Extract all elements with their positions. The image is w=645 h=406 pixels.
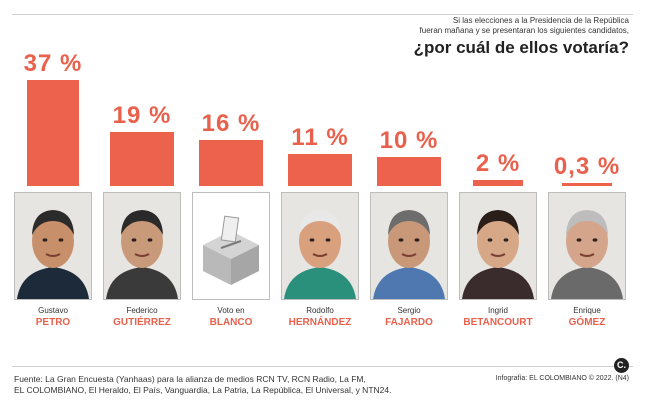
question-title: ¿por cuál de ellos votaría?	[413, 38, 629, 57]
candidate-photo	[281, 192, 359, 300]
candidate-first-name: Ingrid	[487, 306, 508, 315]
candidate-last-name: GÓMEZ	[568, 317, 606, 328]
candidate-first-name: Rodolfo	[306, 306, 334, 315]
candidate-first-name: Enrique	[573, 306, 601, 315]
ballot-box-icon	[192, 192, 270, 300]
candidate-photo	[14, 192, 92, 300]
candidate-last-name: BLANCO	[209, 317, 253, 328]
bar-hernández	[288, 154, 352, 186]
candidate-first-name: Gustavo	[38, 306, 68, 315]
question-intro-line-1: Si las elecciones a la Presidencia de la…	[452, 16, 629, 25]
candidate-last-name: FAJARDO	[385, 317, 433, 328]
candidate-last-name: GUTIÉRREZ	[113, 317, 171, 328]
candidate-photo	[459, 192, 537, 300]
bottom-divider	[12, 366, 633, 367]
top-divider	[12, 14, 633, 15]
source-line-1: Fuente: La Gran Encuesta (Yanhaas) para …	[14, 374, 366, 384]
question-intro-line-2: fueran mañana y se presentaran los sigui…	[419, 26, 629, 35]
bar-gómez	[562, 183, 612, 186]
infographic-credit: Infografía: EL COLOMBIANO © 2022. (N4)	[495, 375, 629, 382]
bar-gutiérrez	[110, 131, 174, 186]
value-label: 0,3 %	[553, 153, 621, 180]
bar-fajardo	[377, 157, 441, 186]
bar-betancourt	[473, 180, 523, 186]
candidate-first-name: Federico	[126, 306, 158, 315]
candidate-first-name: Voto en	[217, 306, 245, 315]
candidate-last-name: PETRO	[35, 317, 71, 328]
bar-petro	[27, 80, 79, 186]
candidate-photo	[370, 192, 448, 300]
value-label: 11 %	[291, 124, 349, 152]
candidate-first-name: Sergio	[397, 306, 421, 315]
el-colombiano-logo: C.	[614, 358, 629, 373]
value-label: 2 %	[475, 150, 521, 178]
source-line-2: EL COLOMBIANO, El Heraldo, El País, Vang…	[14, 385, 392, 395]
source-note: Fuente: La Gran Encuesta (Yanhaas) para …	[14, 374, 484, 396]
candidate-last-name: BETANCOURT	[463, 317, 533, 328]
value-label: 10 %	[379, 127, 439, 155]
candidate-photo	[548, 192, 626, 300]
bar-blanco	[199, 140, 263, 186]
candidate-photo	[103, 192, 181, 300]
value-label: 19 %	[112, 101, 172, 129]
candidate-last-name: HERNÁNDEZ	[288, 317, 352, 328]
question-header: Si las elecciones a la Presidencia de la…	[414, 16, 629, 59]
value-label: 37 %	[23, 50, 83, 77]
value-label: 16 %	[201, 110, 261, 138]
